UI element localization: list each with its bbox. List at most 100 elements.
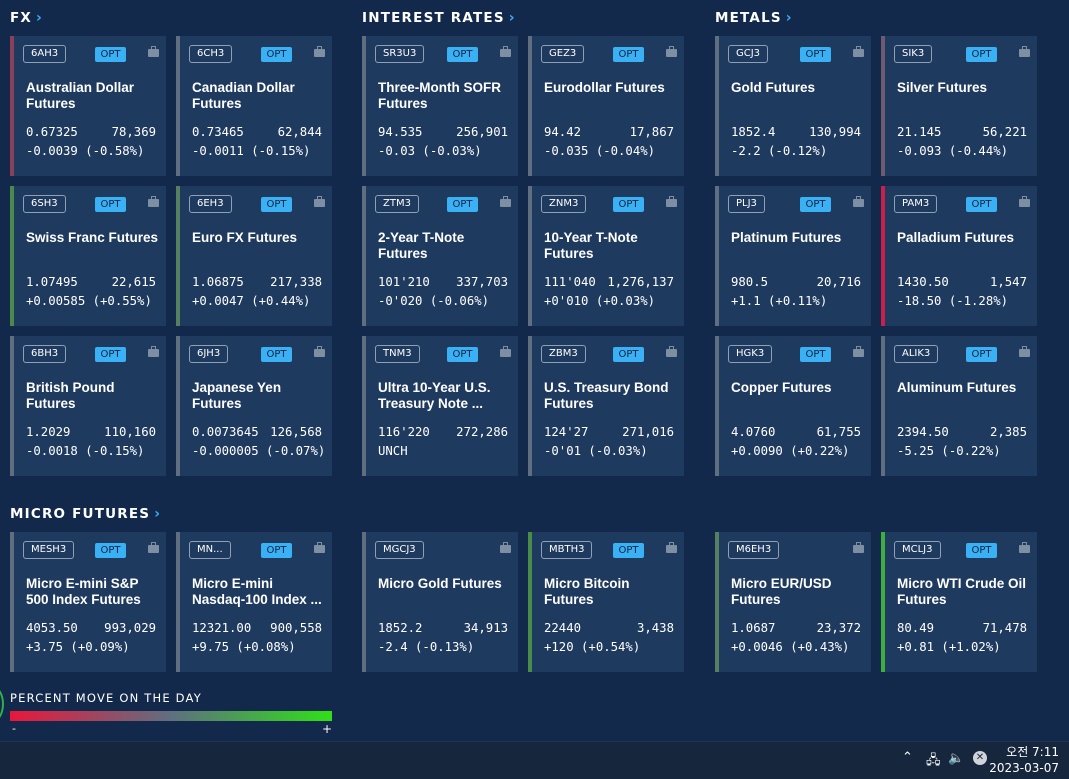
futures-card[interactable]: ZTM3 OPT 2-Year T-Note Futures 101'210 337,7… bbox=[362, 186, 518, 326]
futures-card[interactable]: 6BH3 OPT British Pound Futures 1.2029 110,16… bbox=[10, 336, 166, 476]
opt-badge[interactable]: OPT bbox=[966, 543, 997, 558]
futures-card[interactable]: 6SH3 OPT Swiss Franc Futures 1.07495 22,615 +… bbox=[10, 186, 166, 326]
briefcase-icon[interactable] bbox=[1019, 346, 1030, 357]
contract-name: Three-Month SOFR Futures bbox=[378, 80, 501, 111]
opt-badge[interactable]: OPT bbox=[800, 47, 831, 62]
futures-card[interactable]: MBTH3 OPT Micro Bitcoin Futures 22440 3,438 +… bbox=[528, 532, 684, 672]
last-price: 101'210 bbox=[378, 275, 430, 289]
briefcase-icon[interactable] bbox=[1019, 196, 1030, 207]
briefcase-icon[interactable] bbox=[666, 196, 677, 207]
futures-card[interactable]: 6JH3 OPT Japanese Yen Futures 0.0073645 126,… bbox=[176, 336, 332, 476]
briefcase-icon[interactable] bbox=[314, 196, 325, 207]
section-micro-futures[interactable]: MICRO FUTURES › bbox=[10, 506, 161, 522]
volume: 2,385 bbox=[989, 425, 1027, 439]
futures-card[interactable]: GCJ3 OPT Gold Futures 1852.4 130,994 -2.2 (-0… bbox=[715, 36, 871, 176]
briefcase-icon[interactable] bbox=[500, 346, 511, 357]
opt-badge[interactable]: OPT bbox=[966, 347, 997, 362]
contract-name: Micro E-mini Nasdaq-100 Index ... bbox=[192, 576, 322, 607]
opt-badge[interactable]: OPT bbox=[966, 47, 997, 62]
speaker-icon[interactable]: 🔈 bbox=[948, 751, 965, 766]
briefcase-icon[interactable] bbox=[314, 346, 325, 357]
futures-card[interactable]: 6EH3 OPT Euro FX Futures 1.06875 217,338 +0.0… bbox=[176, 186, 332, 326]
opt-badge[interactable]: OPT bbox=[95, 47, 126, 62]
close-circle-icon[interactable]: ✕ bbox=[973, 751, 987, 765]
briefcase-icon[interactable] bbox=[148, 196, 159, 207]
briefcase-icon[interactable] bbox=[666, 46, 677, 57]
contract-name: Micro Gold Futures bbox=[378, 576, 502, 591]
briefcase-icon[interactable] bbox=[148, 542, 159, 553]
section-metals[interactable]: METALS › bbox=[715, 10, 793, 26]
futures-card[interactable]: MCLJ3 OPT Micro WTI Crude Oil Futures 80.49… bbox=[881, 532, 1037, 672]
opt-badge[interactable]: OPT bbox=[447, 197, 478, 212]
briefcase-icon[interactable] bbox=[666, 542, 677, 553]
briefcase-icon[interactable] bbox=[314, 46, 325, 57]
last-price: 80.49 bbox=[897, 621, 935, 635]
futures-card[interactable]: M6EH3 Micro EUR/USD Futures 1.0687 23,372 +0… bbox=[715, 532, 871, 672]
futures-card[interactable]: 6CH3 OPT Canadian Dollar Futures 0.73465 62,… bbox=[176, 36, 332, 176]
contract-name: Micro E-mini S&P 500 Index Futures bbox=[26, 576, 141, 607]
opt-badge[interactable]: OPT bbox=[966, 197, 997, 212]
futures-card[interactable]: PLJ3 OPT Platinum Futures 980.5 20,716 +1.1 (… bbox=[715, 186, 871, 326]
opt-badge[interactable]: OPT bbox=[447, 347, 478, 362]
futures-card[interactable]: PAM3 OPT Palladium Futures 1430.50 1,547 -18.… bbox=[881, 186, 1037, 326]
briefcase-icon[interactable] bbox=[853, 346, 864, 357]
contract-name: 2-Year T-Note Futures bbox=[378, 230, 465, 261]
briefcase-icon[interactable] bbox=[148, 346, 159, 357]
opt-badge[interactable]: OPT bbox=[261, 197, 292, 212]
opt-badge[interactable]: OPT bbox=[613, 197, 644, 212]
symbol-badge: SR3U3 bbox=[375, 45, 425, 63]
contract-name: Aluminum Futures bbox=[897, 380, 1017, 395]
chevron-up-icon[interactable]: ⌃ bbox=[902, 750, 913, 765]
futures-card[interactable]: TNM3 OPT Ultra 10-Year U.S. Treasury Note … bbox=[362, 336, 518, 476]
briefcase-icon[interactable] bbox=[500, 196, 511, 207]
contract-name: Ultra 10-Year U.S. Treasury Note ... bbox=[378, 380, 491, 411]
chevron-right-icon: › bbox=[36, 10, 44, 26]
futures-card[interactable]: MN... OPT Micro E-mini Nasdaq-100 Index ..… bbox=[176, 532, 332, 672]
symbol-badge: PAM3 bbox=[894, 195, 938, 213]
futures-card[interactable]: ALIK3 OPT Aluminum Futures 2394.50 2,385 -5.2… bbox=[881, 336, 1037, 476]
opt-badge[interactable]: OPT bbox=[800, 347, 831, 362]
opt-badge[interactable]: OPT bbox=[261, 543, 292, 558]
futures-card[interactable]: HGK3 OPT Copper Futures 4.0760 61,755 +0.0090… bbox=[715, 336, 871, 476]
opt-badge[interactable]: OPT bbox=[95, 197, 126, 212]
briefcase-icon[interactable] bbox=[148, 46, 159, 57]
futures-card[interactable]: ZBM3 OPT U.S. Treasury Bond Futures 124'27 2… bbox=[528, 336, 684, 476]
section-interest-rates[interactable]: INTEREST RATES › bbox=[362, 10, 516, 26]
briefcase-icon[interactable] bbox=[666, 346, 677, 357]
price-change: -0'01 (-0.03%) bbox=[544, 444, 648, 458]
briefcase-icon[interactable] bbox=[500, 542, 511, 553]
futures-card[interactable]: ZNM3 OPT 10-Year T-Note Futures 111'040 1,27… bbox=[528, 186, 684, 326]
futures-card[interactable]: GEZ3 OPT Eurodollar Futures 94.42 17,867 -0.0… bbox=[528, 36, 684, 176]
futures-card[interactable]: SIK3 OPT Silver Futures 21.145 56,221 -0.093 … bbox=[881, 36, 1037, 176]
network-icon[interactable]: 🖧 bbox=[926, 753, 941, 768]
chevron-right-icon: › bbox=[785, 10, 793, 26]
briefcase-icon[interactable] bbox=[500, 46, 511, 57]
futures-card[interactable]: 6AH3 OPT Australian Dollar Futures 0.67325 7… bbox=[10, 36, 166, 176]
briefcase-icon[interactable] bbox=[853, 46, 864, 57]
volume: 62,844 bbox=[277, 125, 322, 139]
opt-badge[interactable]: OPT bbox=[95, 543, 126, 558]
price-change: +0.0046 (+0.43%) bbox=[731, 640, 850, 654]
futures-card[interactable]: MGCJ3 Micro Gold Futures 1852.2 34,913 -2.4 … bbox=[362, 532, 518, 672]
opt-badge[interactable]: OPT bbox=[447, 47, 478, 62]
opt-badge[interactable]: OPT bbox=[261, 47, 292, 62]
futures-card[interactable]: SR3U3 OPT Three-Month SOFR Futures 94.535 25… bbox=[362, 36, 518, 176]
opt-badge[interactable]: OPT bbox=[613, 347, 644, 362]
briefcase-icon[interactable] bbox=[314, 542, 325, 553]
futures-card[interactable]: MESH3 OPT Micro E-mini S&P 500 Index Futur… bbox=[10, 532, 166, 672]
contract-name: Euro FX Futures bbox=[192, 230, 298, 245]
opt-badge[interactable]: OPT bbox=[95, 347, 126, 362]
contract-name: Micro EUR/USD Futures bbox=[731, 576, 832, 607]
section-fx[interactable]: FX › bbox=[10, 10, 43, 26]
last-price: 2394.50 bbox=[897, 425, 949, 439]
opt-badge[interactable]: OPT bbox=[261, 347, 292, 362]
briefcase-icon[interactable] bbox=[853, 542, 864, 553]
briefcase-icon[interactable] bbox=[1019, 46, 1030, 57]
briefcase-icon[interactable] bbox=[853, 196, 864, 207]
clock[interactable]: 오전 7:11 2023-03-07 bbox=[989, 744, 1059, 776]
opt-badge[interactable]: OPT bbox=[613, 47, 644, 62]
opt-badge[interactable]: OPT bbox=[613, 543, 644, 558]
briefcase-icon[interactable] bbox=[1019, 542, 1030, 553]
opt-badge[interactable]: OPT bbox=[800, 197, 831, 212]
last-price: 12321.00 bbox=[192, 621, 252, 635]
